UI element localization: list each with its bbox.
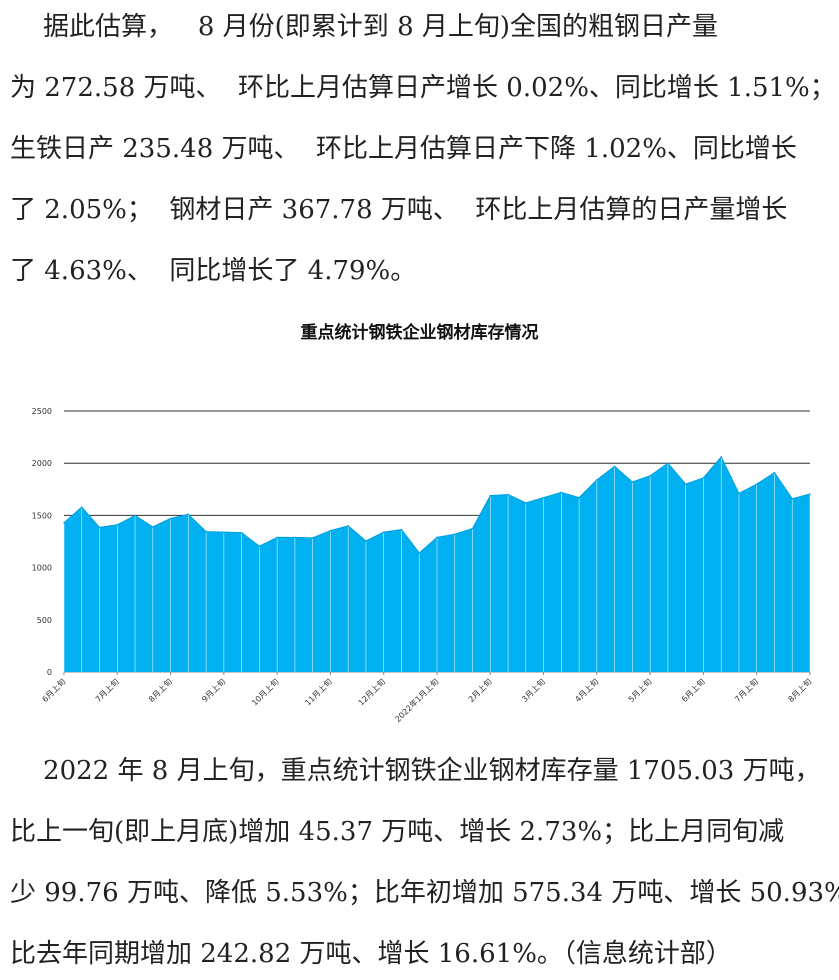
chart-title: 重点统计钢铁企业钢材库存情况: [300, 323, 539, 343]
x-tick-label: 4月上旬: [573, 676, 601, 704]
x-tick-label: 3月上旬: [519, 676, 547, 704]
text-line: 了 2.05%； 钢材日产 367.78 万吨、 环比上月估算的日产量增长: [10, 195, 788, 225]
x-tick-label: 9月上旬: [200, 676, 228, 704]
x-tick-label: 10月上旬: [249, 676, 280, 707]
x-tick-label: 8月上旬: [146, 676, 174, 704]
x-tick-label: 7月上旬: [93, 676, 121, 704]
y-tick-label: 1500: [32, 511, 52, 520]
y-tick-label: 500: [37, 616, 52, 625]
text-line: 比去年同期增加 242.82 万吨、增长 16.61%。（信息统计部）: [10, 939, 732, 969]
text-line: 据此估算， 8 月份(即累计到 8 月上旬)全国的粗钢日产量: [10, 12, 719, 42]
text-line: 少 99.76 万吨、降低 5.53%；比年初增加 575.34 万吨、增长 5…: [10, 878, 839, 908]
x-tick-label: 6月上旬: [679, 676, 707, 704]
text-line: 了 4.63%、 同比增长了 4.79%。: [10, 256, 417, 286]
text-line: 生铁日产 235.48 万吨、 环比上月估算日产下降 1.02%、同比增长: [10, 134, 797, 164]
x-tick-label: 12月上旬: [356, 676, 387, 707]
y-tick-label: 0: [47, 668, 52, 677]
y-tick-label: 2000: [32, 459, 52, 468]
y-tick-label: 2500: [32, 407, 52, 416]
series-line: [63, 456, 811, 554]
inventory-chart: 0 500 1000 1500 2000 2500 6月上旬 7月上旬 8月上旬 9月上旬 10月上…: [32, 407, 814, 724]
x-tick-label: 2月上旬: [466, 676, 494, 704]
x-tick-label: 8月上旬: [786, 676, 814, 704]
x-tick-label: 6月上旬: [40, 676, 68, 704]
text-line: 比上一旬(即上月底)增加 45.37 万吨、增长 2.73%；比上月同旬减: [10, 817, 785, 847]
x-tick-label: 5月上旬: [626, 676, 654, 704]
text-line: 为 272.58 万吨、 环比上月估算日产增长 0.02%、同比增长 1.51%…: [10, 73, 836, 103]
y-tick-label: 1000: [32, 564, 52, 573]
x-tick-label: 11月上旬: [303, 676, 334, 707]
text-line: 2022 年 8 月上旬，重点统计钢铁企业钢材库存量 1705.03 万吨，: [10, 756, 821, 786]
x-tick-label: 2022年1月上旬: [393, 676, 441, 724]
x-tick-label: 7月上旬: [732, 676, 760, 704]
